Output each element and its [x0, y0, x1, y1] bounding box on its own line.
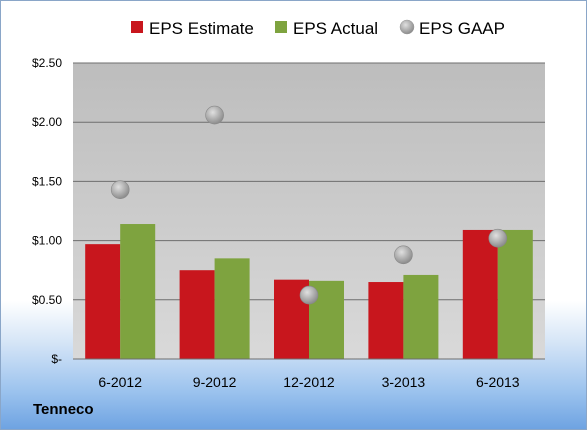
y-tick-label: $0.50 [32, 293, 62, 307]
estimate-bar-6-2012 [85, 244, 121, 359]
legend-label-1: EPS Actual [293, 19, 378, 38]
y-tick-label: $- [51, 352, 62, 366]
y-tick-label: $1.50 [32, 174, 62, 188]
gaap-series [110, 105, 508, 305]
y-tick-label: $1.00 [32, 234, 62, 248]
gaap-point-9-2012 [205, 105, 224, 125]
y-axis: $- $0.50 $1.00 $1.50 $2.00 $2.50 [32, 56, 62, 366]
x-tick-label: 6-2013 [476, 374, 520, 390]
legend-swatch-0 [131, 21, 143, 33]
x-tick-label: 6-2012 [98, 374, 142, 390]
x-tick-label: 3-2013 [382, 374, 426, 390]
y-tick-label: $2.00 [32, 115, 62, 129]
legend-label-0: EPS Estimate [149, 19, 254, 38]
x-axis: 6-2012 9-2012 12-2012 3-2013 6-2013 [73, 358, 545, 390]
gaap-point-3-2013 [394, 245, 413, 265]
actual-bar-6-2012 [120, 224, 156, 359]
estimate-bar-6-2013 [462, 229, 498, 359]
actual-bar-9-2012 [214, 258, 250, 359]
legend-swatch-1 [275, 21, 287, 33]
estimate-bar-9-2012 [179, 270, 215, 359]
y-tick-label: $2.50 [32, 56, 62, 70]
x-tick-label: 9-2012 [193, 374, 237, 390]
actual-bar-3-2013 [403, 274, 439, 359]
x-tick-label: 12-2012 [283, 374, 335, 390]
legend-label-2: EPS GAAP [419, 19, 505, 38]
estimate-bar-3-2013 [368, 282, 404, 359]
gaap-point-12-2012 [299, 285, 319, 305]
actual-bar-6-2013 [497, 229, 533, 359]
legend-swatch-2 [399, 19, 415, 35]
gaap-point-6-2013 [488, 228, 508, 248]
legend: EPS Estimate EPS Actual EPS GAAP [131, 19, 505, 38]
company-name: Tenneco [33, 401, 94, 418]
gaap-point-6-2012 [110, 180, 130, 199]
bar-series [85, 224, 533, 359]
